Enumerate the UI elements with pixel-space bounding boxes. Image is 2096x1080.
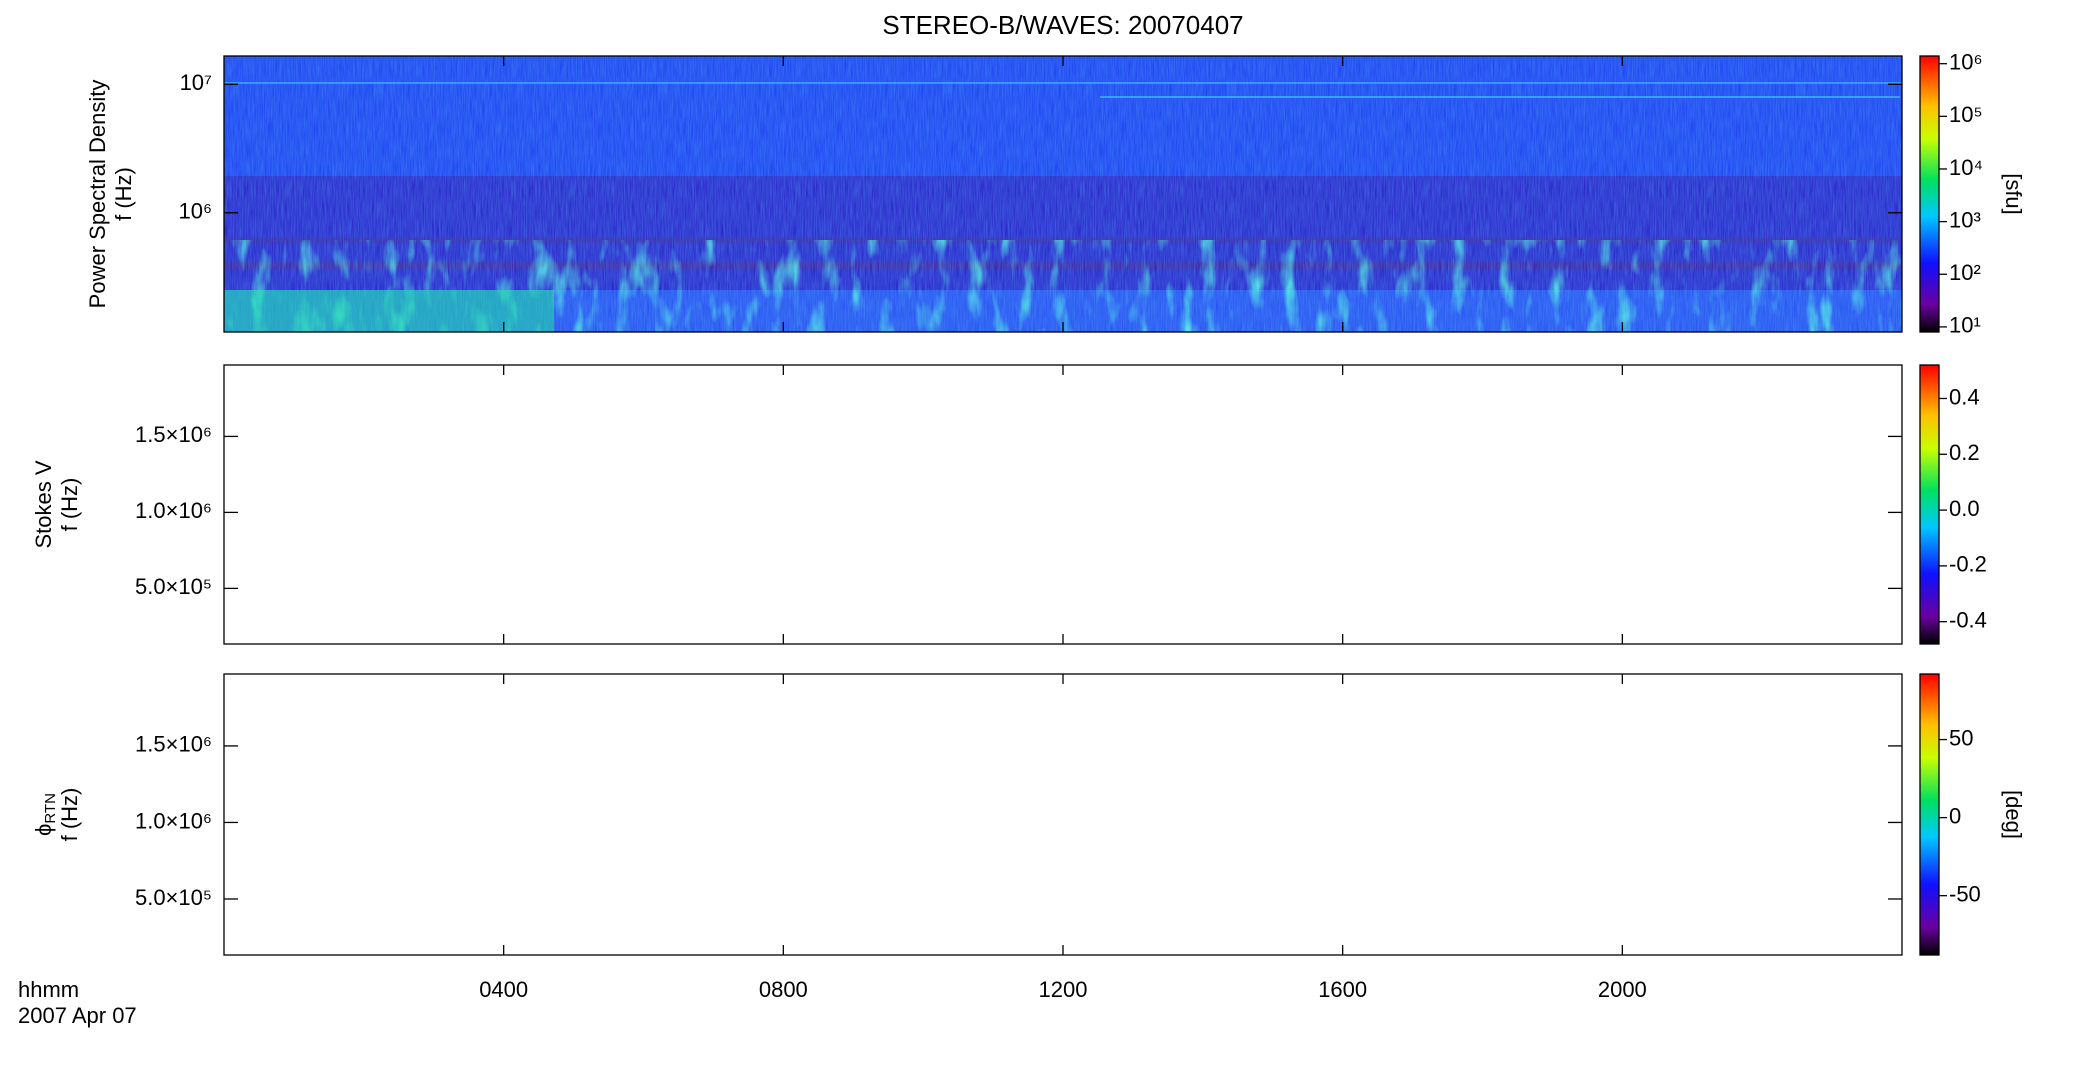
- x-axis-label: hhmm: [18, 977, 79, 1002]
- colorbar-tick-label: -0.4: [1949, 607, 1987, 632]
- y-axis-label: f (Hz): [57, 478, 82, 532]
- x-axis-label: 2007 Apr 07: [18, 1003, 137, 1028]
- x-tick-label: 1200: [1039, 977, 1088, 1002]
- y-tick-label: 1.0×10⁶: [135, 808, 212, 833]
- colorbar-tick-label: -0.2: [1949, 552, 1987, 577]
- colorbar-tick-label: 10⁴: [1949, 155, 1983, 180]
- y-tick-label: 1.5×10⁶: [135, 422, 212, 447]
- x-tick-label: 1600: [1318, 977, 1367, 1002]
- colorbar-tick-label: 10⁵: [1949, 102, 1983, 127]
- y-tick-label: 5.0×10⁵: [135, 885, 212, 910]
- colorbar-tick-label: 0.2: [1949, 440, 1980, 465]
- y-tick-label: 1.0×10⁶: [135, 498, 212, 523]
- plot-frame: [223, 673, 1903, 956]
- colorbar-tick-label: 10⁶: [1949, 50, 1983, 75]
- spectrogram-image: [224, 56, 1902, 332]
- y-axis-label: Power Spectral Density: [85, 80, 110, 309]
- chart-title: STEREO-B/WAVES: 20070407: [882, 10, 1243, 40]
- colorbar-tick-label: 50: [1949, 725, 1973, 750]
- y-axis-label-subscript: RTN: [42, 793, 59, 824]
- colorbar-label: [deg]: [2001, 790, 2026, 839]
- x-tick-label: 2000: [1598, 977, 1647, 1002]
- y-axis-label: f (Hz): [111, 167, 136, 221]
- y-axis-label: ϕRTN: [31, 793, 59, 836]
- y-tick-label: 1.5×10⁶: [135, 732, 212, 757]
- colorbar-tick-label: 10³: [1949, 207, 1981, 232]
- plot-frame: [223, 364, 1903, 645]
- colorbar-tick-label: -50: [1949, 881, 1981, 906]
- y-tick-label: 5.0×10⁵: [135, 574, 212, 599]
- y-tick-label: 10⁷: [180, 70, 212, 95]
- y-axis-label: Stokes V: [31, 460, 56, 548]
- colorbar: [1919, 364, 1940, 645]
- y-axis-label: f (Hz): [57, 788, 82, 842]
- x-tick-label: 0800: [759, 977, 808, 1002]
- x-tick-label: 0400: [479, 977, 528, 1002]
- colorbar-tick-label: 10¹: [1949, 313, 1981, 338]
- colorbar-tick-label: 0.0: [1949, 496, 1980, 521]
- colorbar: [1919, 673, 1940, 956]
- colorbar-tick-label: 0: [1949, 803, 1961, 828]
- colorbar-tick-label: 10²: [1949, 260, 1981, 285]
- colorbar: [1919, 55, 1940, 333]
- colorbar-label: [sfu]: [2001, 173, 2026, 215]
- colorbar-tick-label: 0.4: [1949, 384, 1980, 409]
- y-tick-label: 10⁶: [178, 199, 212, 224]
